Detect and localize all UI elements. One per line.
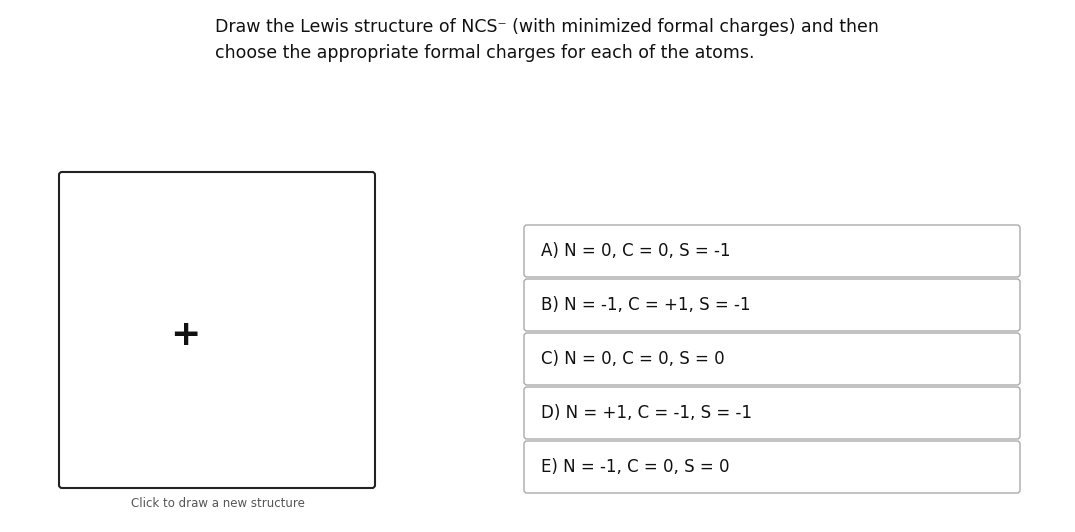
Text: B) N = -1, C = +1, S = -1: B) N = -1, C = +1, S = -1 xyxy=(541,296,750,314)
FancyBboxPatch shape xyxy=(524,225,1020,277)
Text: A) N = 0, C = 0, S = -1: A) N = 0, C = 0, S = -1 xyxy=(541,242,731,260)
Text: C) N = 0, C = 0, S = 0: C) N = 0, C = 0, S = 0 xyxy=(541,350,725,368)
Text: D) N = +1, C = -1, S = -1: D) N = +1, C = -1, S = -1 xyxy=(541,404,752,422)
FancyBboxPatch shape xyxy=(524,387,1020,439)
FancyBboxPatch shape xyxy=(524,441,1020,493)
FancyBboxPatch shape xyxy=(524,333,1020,385)
Text: +: + xyxy=(170,318,200,352)
Text: E) N = -1, C = 0, S = 0: E) N = -1, C = 0, S = 0 xyxy=(541,458,730,476)
FancyBboxPatch shape xyxy=(59,172,375,488)
Text: Draw the Lewis structure of NCS⁻ (with minimized formal charges) and then: Draw the Lewis structure of NCS⁻ (with m… xyxy=(215,18,879,36)
FancyBboxPatch shape xyxy=(524,279,1020,331)
Text: Click to draw a new structure: Click to draw a new structure xyxy=(131,497,305,510)
Text: choose the appropriate formal charges for each of the atoms.: choose the appropriate formal charges fo… xyxy=(215,44,755,62)
